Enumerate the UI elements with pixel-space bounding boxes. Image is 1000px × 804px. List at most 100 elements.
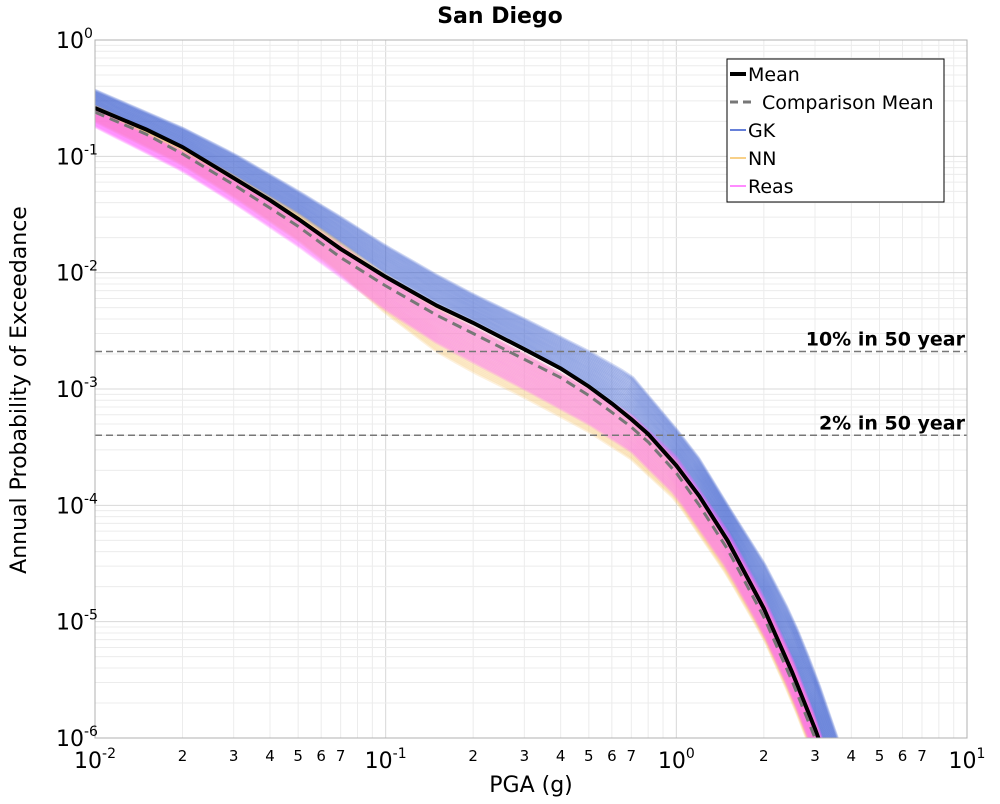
series-nn-curve [95,107,820,738]
x-minor-tick-label: 2 [759,747,769,765]
series-nn-curve [95,105,822,738]
series-nn-curve [95,107,820,738]
series-nn-curve [95,116,812,738]
series-reas-curve [95,122,813,738]
line-layer [95,106,821,738]
series-gk-curve [95,89,839,738]
series-reas-curve [95,125,810,738]
series-nn-curve [95,109,819,738]
series-gk-curve [95,96,833,738]
series-gk-curve [95,102,827,738]
x-minor-tick-label: 2 [178,747,188,765]
series-nn-curve [95,110,817,738]
series-gk-curve [95,91,837,738]
series-reas-curve [95,118,816,738]
series-gk-curve [95,101,828,738]
x-minor-tick-label: 4 [265,747,275,765]
series-gk-curve [95,96,832,738]
reference-line-label: 10% in 50 year [806,329,966,351]
series-reas-curve [95,121,813,738]
series-reas-curve [95,121,814,738]
x-minor-tick-label: 3 [520,747,530,765]
x-minor-tick-label: 3 [810,747,820,765]
y-tick-label: 10-2 [56,259,98,287]
series-gk-curve [95,97,831,738]
series-nn-curve [95,113,815,738]
series-reas-curve [95,117,817,738]
y-tick-label: 10-5 [56,608,98,636]
chart-title: San Diego [437,4,563,29]
series-reas-curve [95,108,824,738]
series-nn-curve [95,116,812,738]
legend-label-gk: GK [748,120,776,142]
legend-label-nn: NN [748,148,776,170]
x-minor-tick-label: 6 [607,747,617,765]
series-reas-curve [95,113,820,738]
series-reas-curve [95,114,820,738]
series-gk-curve [95,99,829,738]
series-nn-curve [95,109,818,738]
series-nn-curve [95,112,816,738]
x-tick-label: 10-1 [365,746,407,774]
series-gk-curve [95,103,826,738]
series-reas-curve [95,115,818,738]
legend-label-mean: Mean [748,64,800,86]
series-nn-curve [95,115,813,738]
x-minor-tick-label: 5 [293,747,303,765]
series-reas-curve [95,115,819,738]
series-nn-curve [95,118,810,738]
series-gk-curve [95,100,829,738]
x-minor-tick-label: 4 [847,747,857,765]
series-nn-curve [95,110,818,738]
series-nn-curve [95,106,821,738]
series-comparison-mean-line [95,110,817,738]
x-minor-tick-label: 2 [468,747,478,765]
y-tick-label: 10-6 [56,724,98,752]
series-nn-curve [95,108,819,738]
x-minor-tick-label: 7 [336,747,346,765]
x-minor-tick-label: 6 [316,747,326,765]
reference-line-label: 2% in 50 year [819,412,966,434]
series-gk-curve [95,98,831,738]
series-nn-curve [95,117,811,738]
series-gk-curve [95,106,823,738]
series-reas-curves [95,108,824,738]
series-reas-curve [95,120,814,738]
series-nn-curve [95,114,814,738]
series-reas-curve [95,119,815,738]
series-gk-curve [95,105,824,738]
x-tick-label: 101 [949,746,986,774]
reference-lines: 10% in 50 year 2% in 50 year [95,329,967,437]
x-minor-tick-label: 7 [627,747,637,765]
series-gk-curve [95,93,835,738]
series-nn-curve [95,118,810,738]
series-gk-curve [95,91,837,738]
series-nn-curve [95,119,809,738]
series-nn-curve [95,106,821,738]
series-reas-curve [95,123,812,738]
series-gk-curve [95,90,838,738]
series-reas-curve [95,110,823,738]
series-nn-curve [95,119,809,738]
series-reas-curve [95,112,821,738]
series-reas-curve [95,119,815,738]
series-gk-curve [95,101,827,738]
legend-frame [726,58,945,203]
series-nn-curve [95,115,813,738]
series-nn-curve [95,111,817,738]
x-minor-tick-label: 5 [584,747,594,765]
plot-frame [94,39,968,739]
series-gk-curve [95,104,825,738]
series-reas-curve [95,117,817,738]
series-gk-curve [95,88,864,738]
series-gk-curve [95,98,830,738]
series-gk-curve [95,93,835,738]
series-gk-curve [95,95,833,738]
series-reas-curve [95,114,819,738]
series-gk-curve [95,92,836,738]
y-tick-label: 10-3 [56,375,98,403]
y-axis-label: Annual Probability of Exceedance [7,206,32,574]
y-tick-label: 100 [56,26,93,54]
series-reas-curve [95,111,822,738]
